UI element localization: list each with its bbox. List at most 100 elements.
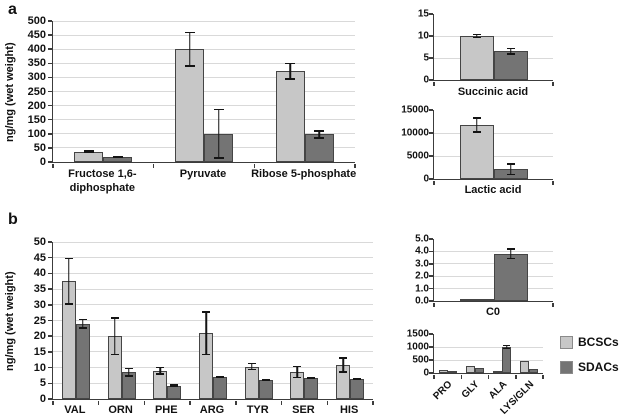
y-axis-tick (47, 48, 52, 50)
gridline (53, 304, 373, 306)
bar-sdacs-ser (304, 378, 319, 399)
error-bar (184, 31, 195, 67)
x-category-label: Pyruvate (179, 168, 227, 180)
error-bar-cap-bottom (353, 378, 362, 381)
error-bar (503, 344, 511, 350)
error-bar (353, 377, 362, 381)
gridline (53, 335, 373, 337)
x-axis-tick (552, 180, 554, 185)
error-bar-cap-bottom (170, 385, 179, 387)
x-axis-tick (189, 400, 191, 405)
y-axis-tick (47, 118, 52, 121)
y-tick-label: 10000 (401, 127, 429, 139)
x-axis-tick (326, 400, 329, 405)
y-tick-label: 3.0 (415, 258, 429, 270)
bar-bcscs-lys/gln (520, 361, 530, 373)
y-axis-tick (47, 104, 52, 107)
error-bar-cap-top (472, 117, 481, 119)
error-bar-cap-top (503, 344, 511, 347)
error-bar-cap-bottom (78, 327, 87, 329)
error-bar (293, 365, 302, 379)
x-category-label: TYR (246, 404, 269, 416)
y-axis-tick (428, 263, 433, 265)
x-axis-labels: VAL ORN PHE ARG TYR SER HIS (52, 404, 373, 418)
y-tick-label: 1.0 (415, 283, 429, 295)
error-bar-line (250, 362, 253, 371)
x-axis-tick (542, 374, 544, 379)
chart-title: Succinic acid (457, 86, 529, 98)
x-axis-tick (52, 400, 54, 405)
y-tick-label: 10 (417, 30, 429, 42)
x-axis-tick (433, 180, 435, 185)
y-axis-tick-labels: 0 500 1000 1500 (395, 329, 429, 379)
error-bar-cap-bottom (339, 371, 348, 373)
gridline (53, 241, 373, 243)
error-bar-cap-bottom (472, 36, 481, 39)
gridline (53, 105, 355, 107)
gridline (53, 91, 355, 92)
legend-item-sdacs: SDACs (560, 360, 619, 374)
gridline (53, 76, 355, 78)
plot-area (47, 20, 356, 168)
error-bar-line (509, 47, 512, 55)
bar-bcscs-ala (493, 371, 503, 373)
error-bar-line (509, 248, 512, 260)
gridline (434, 35, 553, 37)
y-tick-label: 500 (412, 354, 429, 366)
chart-title: C0 (485, 306, 501, 318)
y-axis-tick (47, 20, 52, 22)
y-axis-tick (47, 304, 52, 306)
y-axis-tick-labels: 0 5 10 15 (399, 9, 429, 86)
error-bar-cap-bottom (506, 53, 515, 55)
x-category-label: SER (292, 404, 315, 416)
error-bar-cap-bottom (307, 377, 316, 380)
gridline (53, 257, 373, 259)
error-bar-line (509, 163, 512, 176)
plot-area (428, 13, 554, 86)
error-bar-cap-top (213, 108, 224, 111)
error-bar-cap-top (506, 163, 515, 165)
y-tick-label: 5000 (406, 150, 429, 162)
y-tick-label: 30 (33, 298, 46, 311)
y-axis-tick (428, 178, 433, 180)
error-bar (213, 108, 224, 159)
error-bar-cap-top (314, 130, 325, 132)
y-axis-tick (428, 250, 433, 253)
error-bar-cap-top (506, 248, 515, 250)
bar-bcscs-tyr (244, 366, 259, 399)
error-bar (261, 379, 270, 382)
error-bar-line (188, 31, 191, 67)
error-bar-line (217, 108, 220, 159)
error-bar-cap-top (110, 317, 119, 319)
y-axis-tick (428, 333, 433, 335)
error-bar-cap-bottom (261, 379, 270, 382)
error-bar (472, 117, 481, 133)
error-bar (202, 311, 210, 356)
y-axis-tick (47, 366, 52, 369)
error-bar-line (342, 357, 344, 373)
gridline (53, 119, 355, 121)
y-axis-tick (47, 161, 52, 163)
bar-bcscs-phe (153, 370, 168, 399)
legend: BCSCs SDACs (560, 335, 619, 385)
y-axis-tick (47, 288, 52, 290)
gridline (53, 34, 355, 36)
y-axis-tick (428, 275, 433, 277)
x-axis-tick (460, 374, 462, 379)
y-axis-tick (47, 319, 52, 322)
error-bar-cap-bottom (293, 376, 302, 379)
error-bar (216, 375, 224, 379)
error-bar-line (289, 62, 291, 80)
y-tick-label: 10 (33, 361, 46, 374)
error-bar-cap-bottom (83, 151, 94, 154)
bar-sdacs-his (350, 378, 365, 399)
x-category-label: ARG (199, 404, 225, 416)
error-bar-line (475, 33, 478, 39)
legend-label-bcscs: BCSCs (578, 335, 619, 349)
y-tick-label: 0 (423, 74, 429, 86)
x-axis-tick (152, 163, 155, 168)
gridline (434, 359, 543, 361)
error-bar-cap-top (83, 150, 94, 152)
y-axis-tick (428, 35, 433, 37)
x-category-label: Ribose 5-phosphate (251, 168, 357, 180)
